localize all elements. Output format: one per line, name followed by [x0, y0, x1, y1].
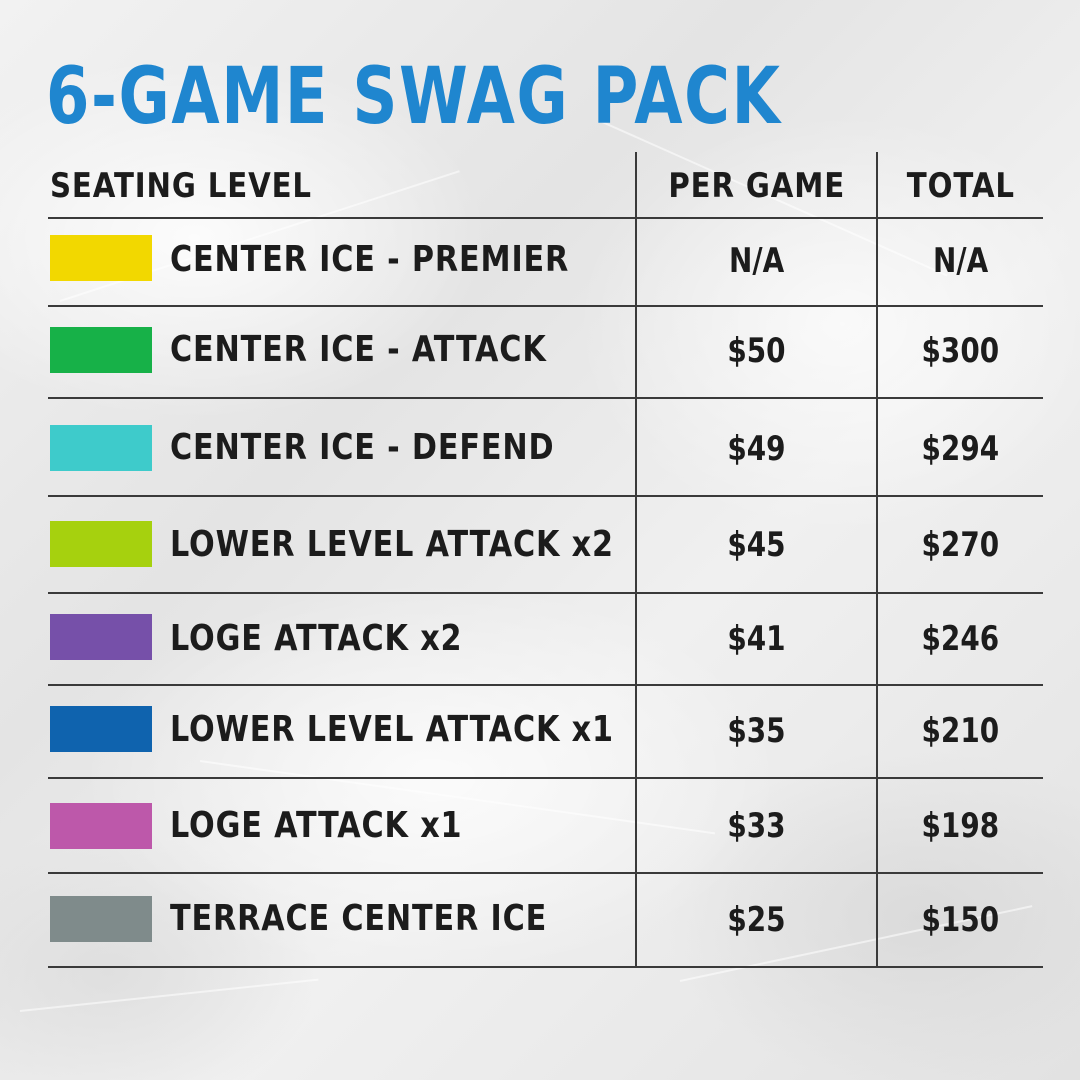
total-price-value: $246 — [921, 619, 1000, 659]
per-game-price-value: N/A — [728, 241, 785, 281]
total-price-value: $198 — [921, 806, 1000, 846]
per-game-price-value: $41 — [727, 619, 786, 659]
table-row: LOWER LEVEL ATTACK x2 $45 $270 — [48, 497, 1043, 592]
header-total: TOTAL — [878, 158, 1043, 214]
paper-crease — [19, 978, 319, 1012]
per-game-price: N/A — [637, 241, 876, 281]
per-game-price-value: $33 — [727, 806, 786, 846]
per-game-price-value: $49 — [727, 429, 786, 469]
row-divider — [48, 872, 1043, 874]
total-price: $300 — [878, 331, 1043, 371]
header-seating-level-label: SEATING LEVEL — [50, 166, 312, 206]
per-game-price-value: $50 — [727, 331, 786, 371]
table-row: CENTER ICE - ATTACK $50 $300 — [48, 307, 1043, 397]
header-total-label: TOTAL — [906, 166, 1015, 206]
page-title: 6-GAME SWAG PACK — [46, 52, 782, 142]
seating-level-name: LOWER LEVEL ATTACK x2 — [170, 524, 614, 565]
per-game-price: $33 — [637, 806, 876, 846]
total-price-value: $270 — [921, 525, 1000, 565]
table-row: LOGE ATTACK x1 $33 $198 — [48, 779, 1043, 872]
color-swatch-lower-level-attack-x2 — [50, 521, 152, 567]
seating-level-name: CENTER ICE - ATTACK — [170, 329, 547, 370]
row-divider — [48, 397, 1043, 399]
total-price-value: $210 — [921, 711, 1000, 751]
color-swatch-loge-attack-x1 — [50, 803, 152, 849]
row-divider — [48, 305, 1043, 307]
per-game-price: $45 — [637, 525, 876, 565]
seating-level-name: LOGE ATTACK x1 — [170, 805, 463, 846]
per-game-price-value: $25 — [727, 900, 786, 940]
per-game-price-value: $35 — [727, 711, 786, 751]
color-swatch-terrace-center-ice — [50, 896, 152, 942]
color-swatch-loge-attack-x2 — [50, 614, 152, 660]
seating-level-name: LOGE ATTACK x2 — [170, 618, 463, 659]
total-price-value: $150 — [921, 900, 1000, 940]
table-row: CENTER ICE - DEFEND $49 $294 — [48, 399, 1043, 495]
total-price: $210 — [878, 711, 1043, 751]
total-price: $270 — [878, 525, 1043, 565]
color-swatch-center-ice-defend — [50, 425, 152, 471]
per-game-price: $25 — [637, 900, 876, 940]
row-divider — [48, 777, 1043, 779]
seating-level-name: CENTER ICE - PREMIER — [170, 239, 570, 280]
column-divider — [876, 152, 878, 968]
table-row: LOWER LEVEL ATTACK x1 $35 $210 — [48, 686, 1043, 777]
total-price-value: $294 — [921, 429, 1000, 469]
seating-level-name: CENTER ICE - DEFEND — [170, 427, 555, 468]
color-swatch-center-ice-attack — [50, 327, 152, 373]
total-price: N/A — [878, 241, 1043, 281]
pricing-table: SEATING LEVEL PER GAME TOTAL CENTER ICE … — [48, 152, 1043, 968]
row-divider — [48, 684, 1043, 686]
total-price-value: $300 — [921, 331, 1000, 371]
color-swatch-lower-level-attack-x1 — [50, 706, 152, 752]
table-row: CENTER ICE - PREMIER N/A N/A — [48, 219, 1043, 305]
seating-level-name: TERRACE CENTER ICE — [170, 898, 548, 939]
header-seating-level: SEATING LEVEL — [50, 158, 610, 214]
row-divider — [48, 966, 1043, 968]
total-price: $246 — [878, 619, 1043, 659]
row-divider — [48, 592, 1043, 594]
per-game-price: $35 — [637, 711, 876, 751]
column-divider — [635, 152, 637, 968]
total-price: $294 — [878, 429, 1043, 469]
total-price: $198 — [878, 806, 1043, 846]
header-per-game-label: PER GAME — [668, 166, 845, 206]
total-price-value: N/A — [932, 241, 989, 281]
seating-level-name: LOWER LEVEL ATTACK x1 — [170, 709, 614, 750]
header-per-game: PER GAME — [637, 158, 876, 214]
per-game-price: $49 — [637, 429, 876, 469]
per-game-price-value: $45 — [727, 525, 786, 565]
table-row: TERRACE CENTER ICE $25 $150 — [48, 874, 1043, 966]
per-game-price: $41 — [637, 619, 876, 659]
row-divider — [48, 217, 1043, 219]
table-row: LOGE ATTACK x2 $41 $246 — [48, 594, 1043, 684]
color-swatch-center-ice-premier — [50, 235, 152, 281]
row-divider — [48, 495, 1043, 497]
per-game-price: $50 — [637, 331, 876, 371]
total-price: $150 — [878, 900, 1043, 940]
